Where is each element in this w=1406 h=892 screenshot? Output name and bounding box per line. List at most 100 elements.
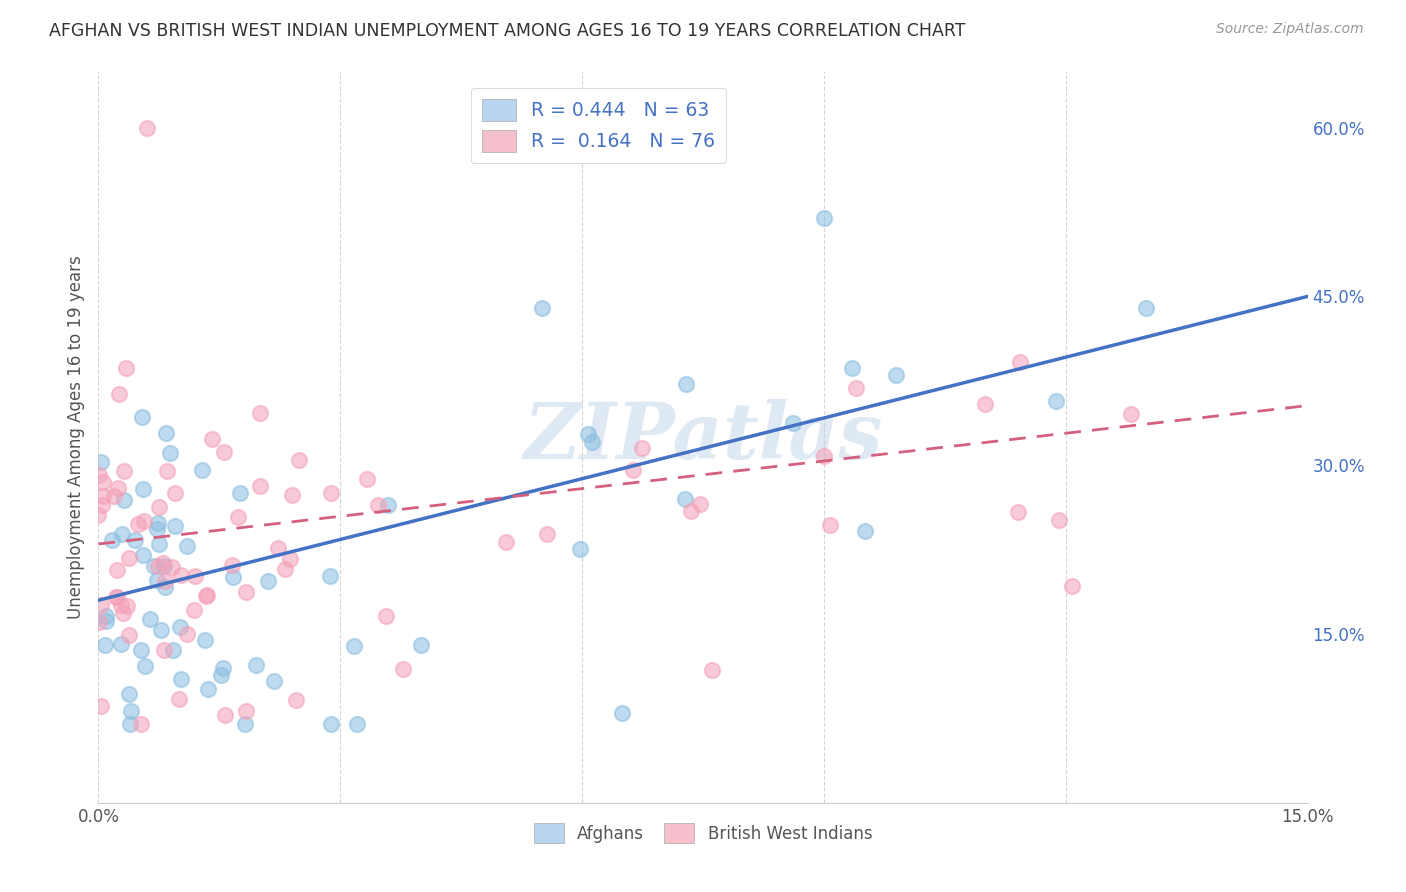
Point: [91, 498, 114, 512]
Point: [273, 562, 295, 576]
Point: [160, 560, 183, 574]
Point: [1010, 355, 1032, 369]
Point: [143, 558, 166, 573]
Point: [156, 465, 179, 479]
Point: [813, 211, 835, 225]
Point: [118, 628, 141, 642]
Point: [94, 615, 117, 629]
Point: [89, 598, 111, 612]
Point: [226, 510, 249, 524]
Point: [91, 489, 114, 503]
Point: [146, 516, 169, 530]
Y-axis label: Unemployment Among Ages 16 to 19 years: Unemployment Among Ages 16 to 19 years: [66, 255, 84, 619]
Point: [169, 620, 191, 634]
Point: [162, 643, 184, 657]
Point: [884, 368, 907, 382]
Point: [235, 704, 257, 718]
Point: [201, 432, 224, 446]
Point: [153, 574, 176, 588]
Point: [112, 464, 135, 478]
Point: [1135, 301, 1157, 315]
Point: [630, 441, 652, 455]
Point: [176, 627, 198, 641]
Point: [209, 668, 232, 682]
Point: [375, 609, 398, 624]
Point: [367, 498, 389, 512]
Point: [150, 624, 173, 638]
Point: [105, 590, 128, 604]
Point: [129, 643, 152, 657]
Point: [169, 672, 191, 686]
Point: [569, 542, 592, 557]
Point: [681, 504, 703, 518]
Point: [342, 639, 364, 653]
Point: [495, 534, 517, 549]
Point: [117, 551, 139, 566]
Point: [280, 552, 302, 566]
Point: [90, 455, 112, 469]
Point: [576, 427, 599, 442]
Point: [673, 492, 696, 507]
Point: [409, 638, 432, 652]
Point: [621, 463, 644, 477]
Point: [132, 548, 155, 562]
Point: [111, 526, 134, 541]
Point: [212, 444, 235, 458]
Point: [118, 717, 141, 731]
Point: [134, 514, 156, 528]
Point: [1007, 505, 1029, 519]
Point: [110, 599, 132, 613]
Point: [782, 416, 804, 430]
Point: [280, 488, 302, 502]
Point: [1121, 407, 1143, 421]
Point: [233, 717, 256, 731]
Point: [973, 397, 995, 411]
Text: Source: ZipAtlas.com: Source: ZipAtlas.com: [1216, 22, 1364, 37]
Point: [245, 657, 267, 672]
Point: [167, 692, 190, 706]
Point: [235, 584, 257, 599]
Point: [176, 539, 198, 553]
Point: [813, 449, 835, 463]
Point: [112, 606, 135, 620]
Point: [221, 570, 243, 584]
Point: [152, 558, 174, 573]
Point: [1060, 579, 1083, 593]
Point: [392, 662, 415, 676]
Point: [105, 564, 128, 578]
Legend: Afghans, British West Indians: Afghans, British West Indians: [527, 817, 879, 849]
Point: [319, 717, 342, 731]
Point: [108, 387, 131, 401]
Point: [101, 533, 124, 547]
Point: [346, 717, 368, 731]
Point: [675, 377, 697, 392]
Point: [145, 573, 167, 587]
Point: [267, 541, 290, 555]
Point: [689, 497, 711, 511]
Point: [153, 643, 176, 657]
Point: [148, 537, 170, 551]
Point: [530, 301, 553, 315]
Point: [285, 693, 308, 707]
Point: [263, 673, 285, 688]
Point: [184, 569, 207, 583]
Point: [249, 406, 271, 420]
Point: [288, 453, 311, 467]
Point: [129, 716, 152, 731]
Point: [93, 475, 115, 489]
Point: [249, 479, 271, 493]
Point: [112, 493, 135, 508]
Point: [612, 706, 634, 720]
Point: [197, 682, 219, 697]
Point: [103, 489, 125, 503]
Point: [90, 699, 112, 714]
Point: [115, 599, 138, 613]
Point: [120, 704, 142, 718]
Point: [319, 568, 342, 582]
Point: [319, 485, 342, 500]
Point: [87, 508, 110, 522]
Point: [581, 435, 603, 450]
Point: [700, 663, 723, 677]
Point: [152, 556, 174, 570]
Point: [124, 533, 146, 548]
